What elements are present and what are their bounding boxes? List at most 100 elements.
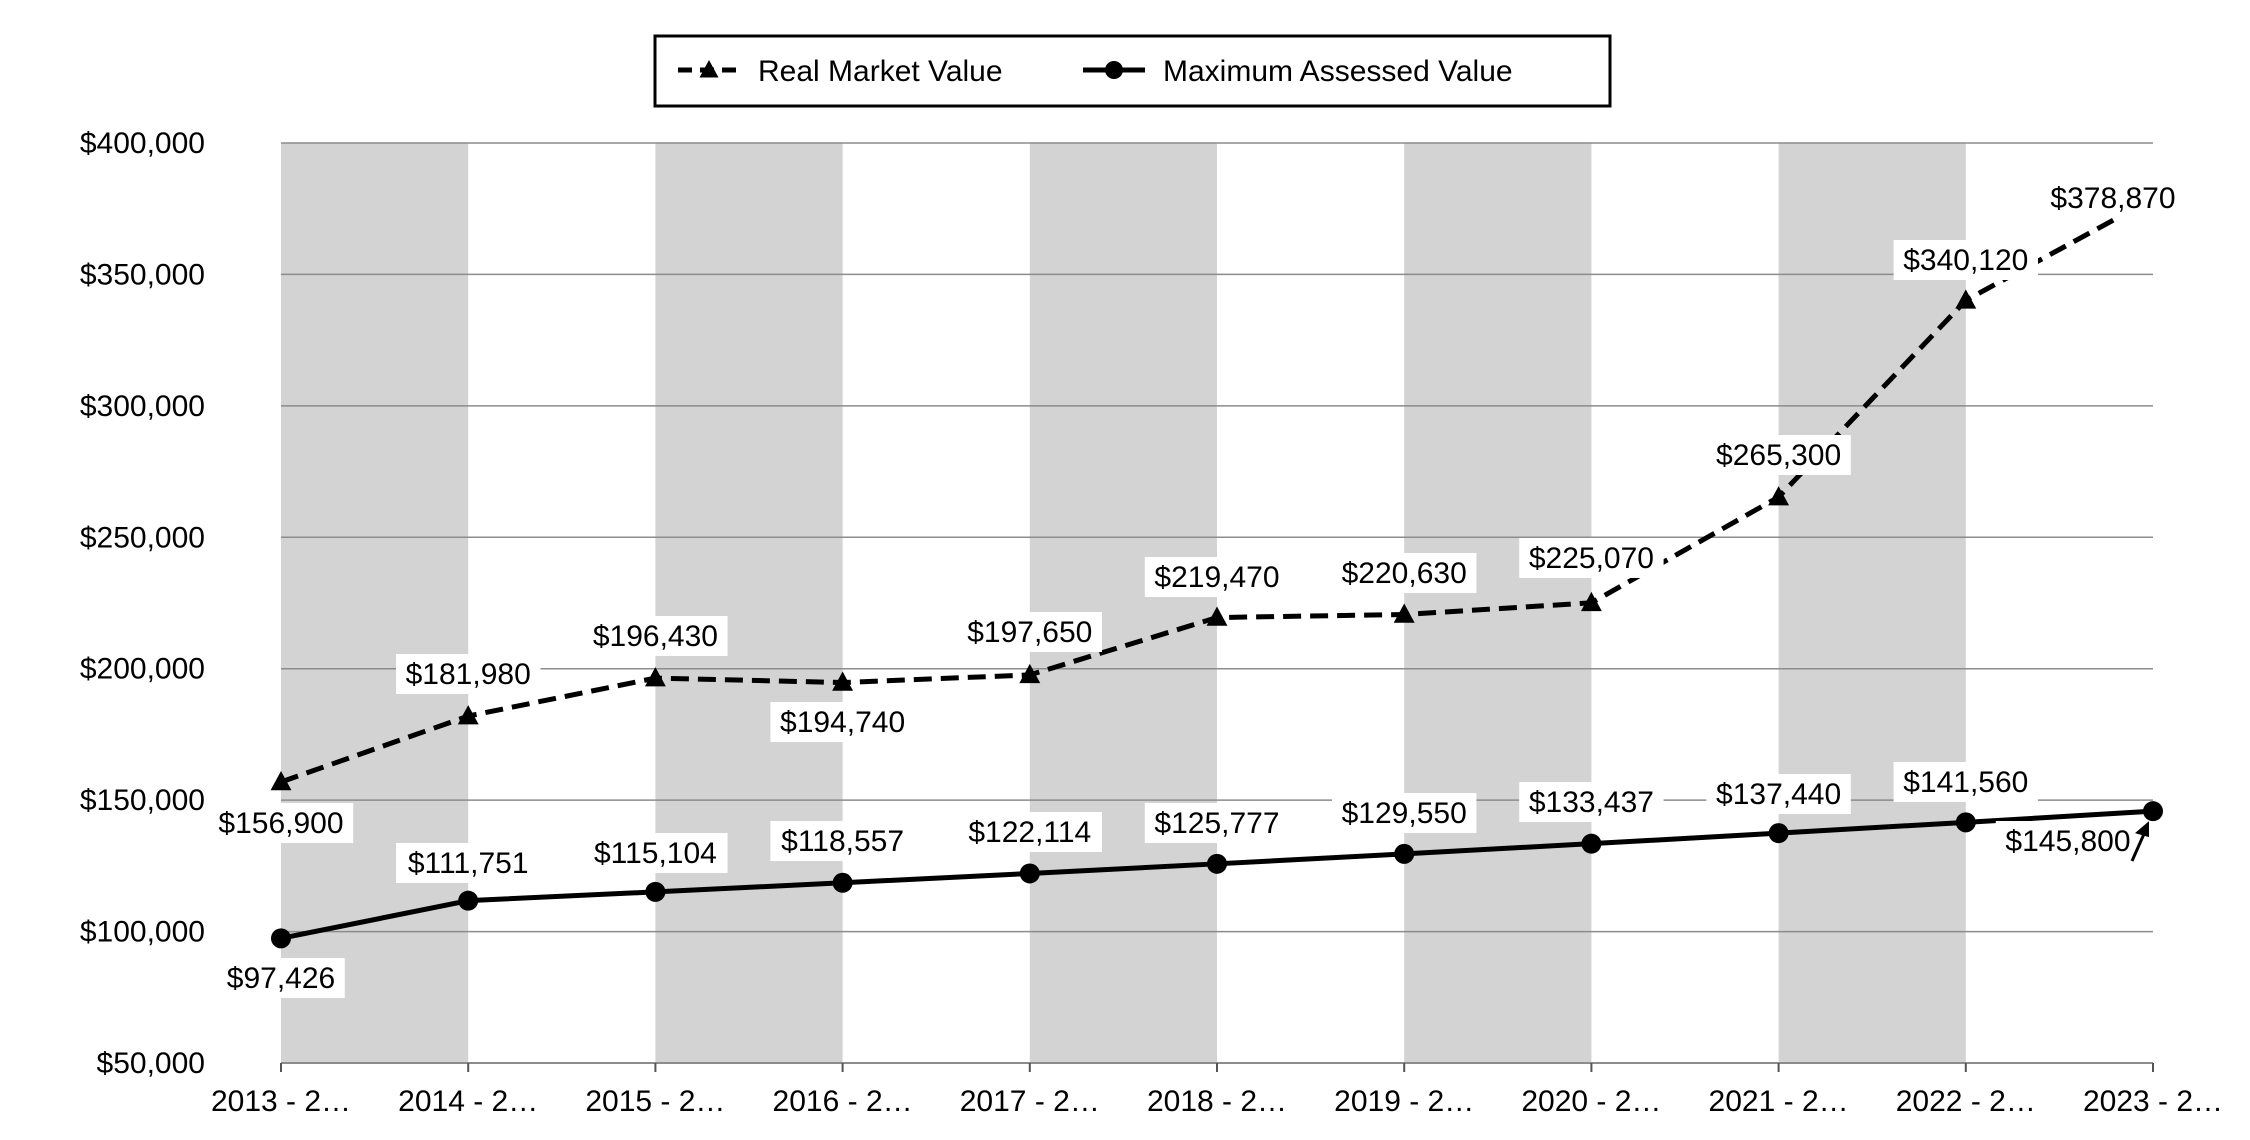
real-market-value-label-box [1332, 553, 1477, 593]
real-market-value-label: $378,870 [2050, 182, 2175, 215]
real-market-value-marker [457, 705, 479, 725]
real-market-value-label: $225,070 [1529, 542, 1654, 575]
maximum-assessed-value-label-box [1893, 762, 2038, 802]
real-market-value-marker [270, 771, 292, 791]
maximum-assessed-value-label: $111,751 [408, 847, 529, 880]
maximum-assessed-value-label-box [1995, 821, 2141, 861]
real-market-value-label-box [1519, 538, 1664, 578]
maximum-assessed-value-label: $141,560 [1903, 766, 2028, 799]
maximum-assessed-value-label: $145,800 [2005, 825, 2130, 858]
maximum-assessed-value-label: $125,777 [1154, 807, 1279, 840]
real-market-value-label-box [1144, 557, 1290, 597]
real-market-value-marker [1019, 663, 1041, 684]
x-tick-label: 2018 - 2… [1147, 1085, 1287, 1118]
maximum-assessed-value-label-box [1519, 782, 1664, 822]
maximum-assessed-value-label-box [1332, 793, 1477, 833]
y-tick-label: $50,000 [97, 1047, 205, 1080]
maximum-assessed-value-label-box [1706, 774, 1851, 814]
real-market-value-label-box [208, 803, 354, 843]
real-market-value-label-box [1893, 240, 2038, 280]
y-tick-label: $250,000 [80, 521, 205, 554]
real-market-value-label: $156,900 [218, 807, 343, 840]
real-market-value-marker [832, 671, 854, 691]
maximum-assessed-value-label-box [957, 812, 1102, 852]
x-tick-label: 2023 - 2… [2083, 1085, 2223, 1118]
real-market-value-label: $219,470 [1154, 561, 1279, 594]
x-tick-label: 2020 - 2… [1521, 1085, 1661, 1118]
maximum-assessed-value-label-box [396, 843, 541, 883]
real-market-value-label: $181,980 [406, 658, 531, 691]
legend: Real Market Value Maximum Assessed Value [653, 34, 1612, 108]
x-tick-label: 2019 - 2… [1334, 1085, 1474, 1118]
maximum-assessed-value-marker [1207, 853, 1227, 874]
real-market-value-marker [644, 667, 666, 687]
maximum-assessed-value-label-box [583, 833, 728, 873]
y-tick-label: $300,000 [80, 390, 205, 423]
real-market-value-marker [1393, 603, 1415, 623]
maximum-assessed-value-label-box [217, 958, 345, 998]
maximum-assessed-value-marker [1394, 843, 1415, 864]
category-band [1778, 143, 1966, 1063]
x-tick-label: 2013 - 2… [211, 1085, 351, 1118]
maximum-assessed-value-marker [1581, 833, 1602, 854]
data-labels: $156,900 $181,980 $196,430 $194,740 $197,650… [208, 178, 2186, 998]
y-tick-label: $350,000 [80, 258, 205, 291]
x-tick-label: 2017 - 2… [960, 1085, 1100, 1118]
x-tick-label: 2014 - 2… [398, 1085, 538, 1118]
y-tick-label: $100,000 [80, 916, 205, 949]
real-market-value-marker [1206, 606, 1228, 626]
maximum-assessed-value-label: $129,550 [1342, 797, 1467, 830]
maximum-assessed-value-marker [645, 881, 666, 902]
x-tick-label: 2021 - 2… [1709, 1085, 1849, 1118]
real-market-value-label: $197,650 [967, 616, 1092, 649]
y-tick-label: $200,000 [80, 653, 205, 686]
series-lines [270, 187, 2164, 949]
maximum-assessed-value-marker [2143, 801, 2163, 822]
maximum-assessed-value-label-box [1144, 803, 1290, 843]
legend-marker-real-market-value [699, 60, 719, 78]
real-market-value-label-box [583, 616, 728, 656]
maximum-assessed-value-label: $133,437 [1529, 786, 1654, 819]
maximum-assessed-value-label: $122,114 [968, 816, 1091, 849]
real-market-value-label-box [770, 702, 915, 742]
x-tick-label: 2022 - 2… [1896, 1085, 2036, 1118]
real-market-value-label: $340,120 [1903, 244, 2028, 277]
real-market-value-label-box [1706, 435, 1851, 475]
maximum-assessed-value-marker [271, 928, 291, 949]
x-tick-label: 2015 - 2… [585, 1085, 725, 1118]
y-tick-label: $150,000 [80, 784, 205, 817]
label-leader-arrow [2135, 821, 2149, 838]
maximum-assessed-value-marker [1768, 823, 1789, 844]
maximum-assessed-value-label: $115,104 [594, 837, 717, 870]
maximum-assessed-value-label: $118,557 [781, 825, 904, 858]
real-market-value-label-box [396, 654, 541, 694]
x-tick-label: 2016 - 2… [773, 1085, 913, 1118]
maximum-assessed-value-label: $97,426 [227, 962, 335, 995]
real-market-value-label: $196,430 [593, 620, 718, 653]
legend-label-real-market-value: Real Market Value [758, 55, 1003, 88]
maximum-assessed-value-label: $137,440 [1716, 778, 1841, 811]
maximum-assessed-value-marker [1955, 812, 1976, 833]
real-market-value-label: $220,630 [1342, 557, 1467, 590]
category-band [1029, 143, 1217, 1063]
legend-marker-maximum-assessed-value [1105, 61, 1123, 79]
real-market-value-label-box [2040, 178, 2186, 218]
y-tick-label: $400,000 [80, 127, 205, 160]
real-market-value-label: $265,300 [1716, 439, 1841, 472]
legend-label-maximum-assessed-value: Maximum Assessed Value [1163, 55, 1513, 88]
category-bands [281, 143, 1966, 1063]
maximum-assessed-value-marker [832, 872, 853, 893]
real-market-value-label-box [957, 612, 1102, 652]
category-band [655, 143, 843, 1063]
maximum-assessed-value-marker [458, 890, 479, 911]
real-market-value-marker [1580, 591, 1602, 612]
maximum-assessed-value-label-box [770, 821, 915, 861]
category-band [281, 143, 469, 1063]
real-market-value-label: $194,740 [780, 706, 905, 739]
real-market-value-marker [1955, 289, 1977, 309]
axes: $50,000$100,000$150,000$200,000$250,000$… [80, 127, 2223, 1118]
maximum-assessed-value-marker [1019, 863, 1040, 884]
real-market-value-marker [1768, 486, 1790, 506]
